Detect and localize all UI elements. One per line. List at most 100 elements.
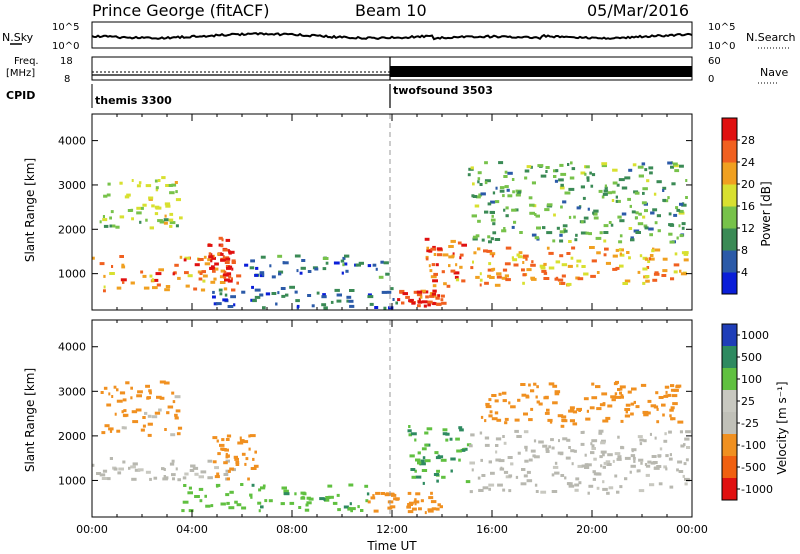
data-cell (470, 433, 475, 437)
data-cell (651, 455, 657, 458)
data-cell (175, 198, 181, 202)
data-cell (629, 470, 632, 474)
data-cell (349, 502, 352, 506)
data-cell (489, 276, 495, 279)
data-cell (198, 277, 203, 281)
data-cell (414, 438, 417, 442)
data-cell (494, 200, 500, 204)
data-cell (111, 265, 114, 268)
freq-label: Freq. (14, 56, 39, 67)
data-cell (414, 498, 417, 502)
data-cell (236, 503, 242, 507)
data-cell (250, 467, 257, 470)
data-cell (599, 455, 603, 459)
data-cell (121, 265, 126, 269)
data-cell (159, 380, 166, 384)
data-cell (620, 419, 624, 423)
data-cell (333, 261, 340, 265)
data-cell (503, 175, 508, 178)
data-cell (122, 280, 125, 284)
data-cell (612, 267, 618, 271)
data-cell (294, 290, 298, 294)
data-cell (615, 248, 619, 252)
data-cell (672, 402, 678, 406)
data-cell (184, 271, 189, 275)
data-cell (593, 457, 597, 461)
velocity-colorbar-label: Velocity [m s⁻¹] (775, 381, 789, 474)
data-cell (683, 443, 686, 447)
data-cell (205, 504, 211, 508)
data-cell (566, 282, 572, 286)
data-cell (349, 507, 356, 511)
data-cell (163, 221, 168, 225)
data-cell (630, 238, 635, 242)
data-cell (307, 270, 312, 273)
data-cell (554, 461, 558, 465)
data-cell (467, 173, 471, 177)
data-cell (514, 208, 519, 212)
data-cell (435, 263, 439, 267)
data-cell (107, 477, 111, 481)
data-cell (177, 276, 181, 280)
data-cell (526, 268, 532, 272)
data-cell (526, 470, 531, 474)
data-cell (631, 210, 636, 214)
data-cell (322, 293, 326, 297)
data-cell (477, 247, 481, 251)
data-cell (491, 214, 494, 218)
data-cell (231, 261, 236, 264)
data-cell (569, 406, 575, 410)
data-cell (282, 261, 289, 265)
data-cell (322, 257, 329, 260)
data-cell (592, 211, 595, 215)
data-cell (570, 449, 575, 453)
data-cell (254, 450, 257, 454)
data-cell (258, 509, 261, 513)
data-cell (415, 492, 421, 496)
colorbar-segment (722, 250, 737, 273)
data-cell (665, 454, 669, 458)
y-tick-label: 4000 (58, 135, 86, 148)
power-panel: 1000 2000 3000 4000 Slant Range [km] 4 8 12 16… (23, 113, 773, 311)
data-cell (122, 413, 129, 417)
data-cell (491, 268, 494, 272)
data-cell (223, 461, 228, 465)
data-cell (528, 418, 533, 422)
data-cell (440, 298, 444, 302)
data-cell (500, 466, 503, 470)
data-cell (407, 429, 412, 433)
data-cell (245, 457, 249, 461)
data-cell (443, 282, 447, 286)
data-cell (244, 263, 249, 267)
data-cell (674, 169, 680, 173)
data-cell (604, 247, 609, 251)
data-cell (610, 395, 617, 399)
data-cell (522, 273, 526, 277)
data-cell (656, 420, 660, 424)
data-cell (104, 424, 110, 428)
data-cell (145, 384, 150, 388)
data-cell (646, 266, 650, 269)
data-cell (517, 451, 521, 455)
data-cell (240, 483, 244, 486)
data-cell (306, 501, 312, 505)
data-cell (624, 414, 630, 418)
data-cell (144, 411, 148, 415)
data-cell (441, 270, 445, 274)
data-cell (411, 507, 417, 511)
data-cell (332, 501, 338, 505)
data-cell (592, 477, 596, 481)
data-cell (535, 395, 538, 399)
data-cell (649, 254, 654, 257)
data-cell (174, 181, 178, 184)
power-x-ticks (91, 114, 693, 310)
data-cell (661, 403, 666, 407)
data-cell (118, 467, 124, 471)
data-cell (670, 388, 676, 392)
data-cell (413, 500, 420, 504)
data-cell (624, 408, 631, 411)
colorbar-tick-label: -500 (741, 461, 766, 474)
data-cell (559, 230, 566, 234)
data-cell (548, 251, 554, 255)
data-cell (501, 276, 507, 280)
